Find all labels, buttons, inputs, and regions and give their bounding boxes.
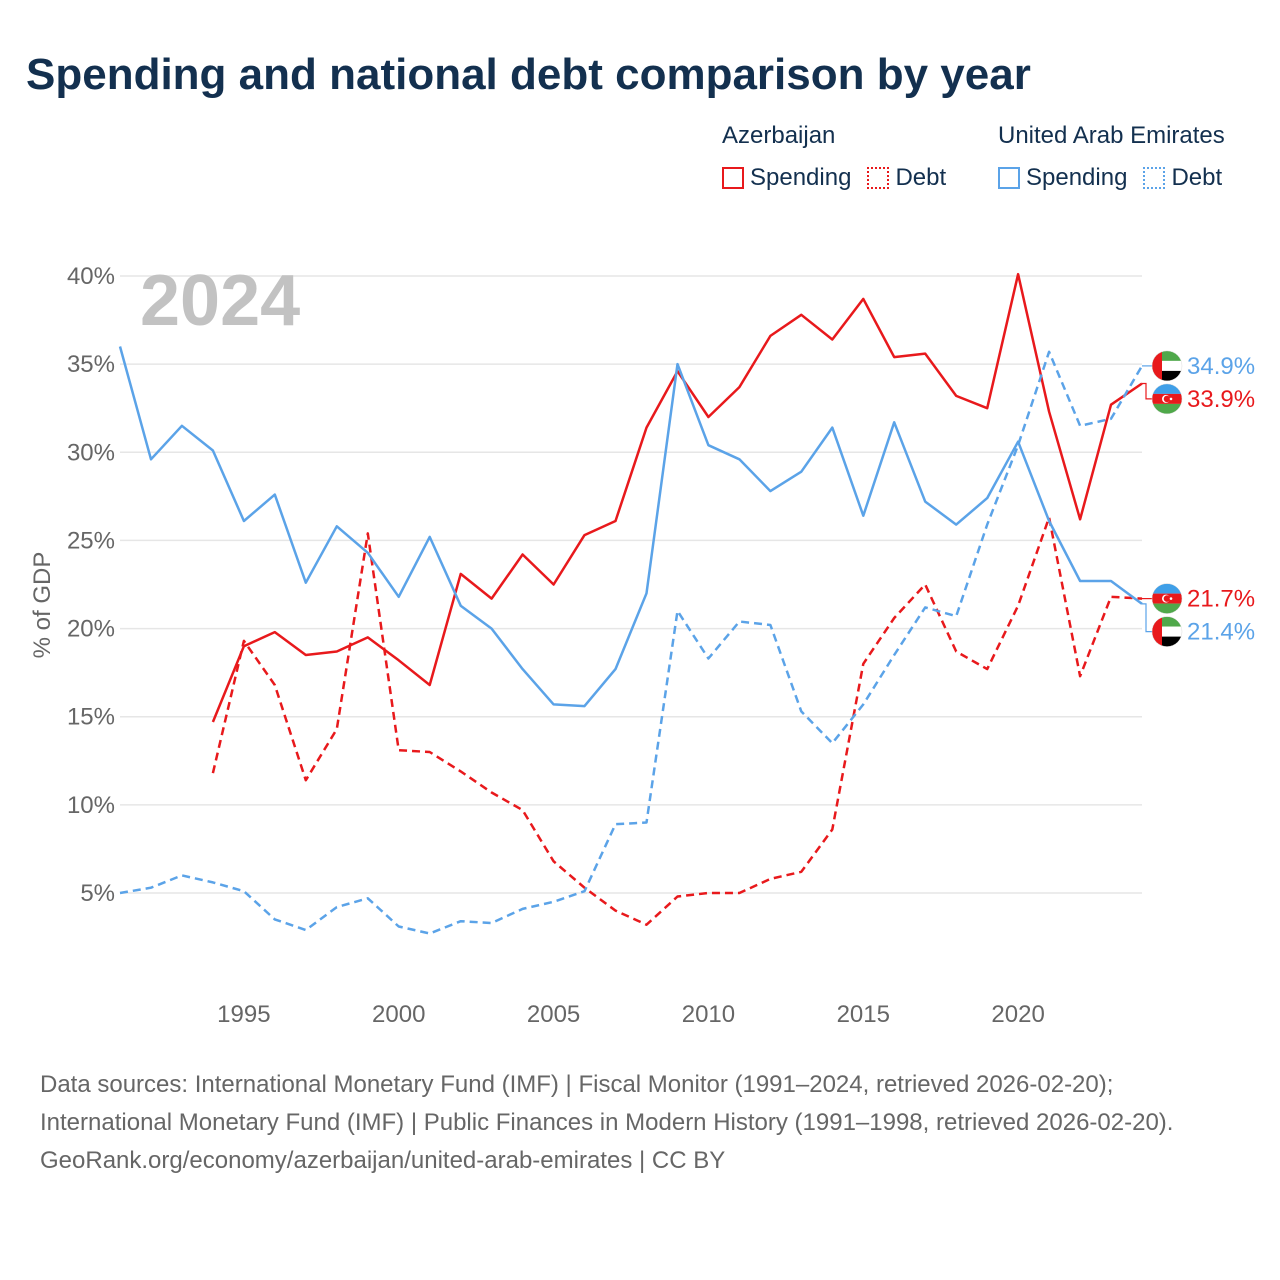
legend-group-title: Azerbaijan (722, 122, 836, 149)
series-line-azerbaijan-spending (211, 272, 1143, 723)
x-tick-label: 1995 (217, 1001, 270, 1028)
end-label-connector (1142, 603, 1152, 633)
y-tick-label: 10% (67, 792, 115, 819)
legend-group-title: United Arab Emirates (998, 122, 1225, 149)
end-value-label: 21.7% (1187, 586, 1255, 613)
azerbaijan-flag-icon (1151, 383, 1183, 415)
series-line-united-arab-emirates-debt (119, 350, 1144, 935)
end-label-connector (1142, 382, 1152, 400)
legend-swatch-dotted (867, 167, 890, 189)
legend-entry-uae-debt[interactable]: Debt (1143, 164, 1222, 192)
legend-entry-label: Debt (1171, 164, 1223, 191)
chart-title: Spending and national debt comparison by… (26, 50, 1031, 99)
x-tick-label: 2015 (837, 1001, 890, 1028)
legend-swatch-solid (722, 167, 744, 189)
legend-swatch-dotted (1143, 167, 1166, 189)
legend-entry-label: Debt (895, 164, 947, 191)
end-value-label: 34.9% (1187, 353, 1255, 380)
uae-flag-icon (1151, 616, 1183, 647)
series-line-united-arab-emirates-spending (118, 346, 1143, 708)
legend-entry-uae-spending[interactable]: Spending (998, 164, 1127, 192)
y-tick-label: 20% (67, 616, 115, 643)
y-tick-label: 35% (67, 351, 115, 378)
x-tick-label: 2020 (991, 1001, 1044, 1028)
y-tick-label: 15% (67, 704, 115, 731)
end-value-label: 21.4% (1187, 619, 1255, 646)
footer: Data sources: International Monetary Fun… (40, 1066, 1240, 1180)
year-watermark: 2024 (140, 261, 300, 341)
y-tick-label: 30% (67, 439, 115, 466)
legend-entry-azerbaijan-debt[interactable]: Debt (867, 164, 946, 192)
x-tick-label: 2000 (372, 1001, 425, 1028)
azerbaijan-flag-icon (1151, 583, 1183, 614)
data-sources: Data sources: International Monetary Fun… (40, 1071, 1174, 1136)
x-tick-label: 2010 (682, 1001, 735, 1028)
y-tick-label: 40% (67, 263, 115, 290)
legend-entry-label: Spending (1026, 164, 1128, 191)
legend-swatch-solid (998, 167, 1020, 189)
y-tick-label: 5% (80, 880, 115, 907)
y-tick-label: 25% (67, 527, 115, 554)
legend-entry-azerbaijan-spending[interactable]: Spending (722, 164, 851, 192)
line-chart: 5% 10% 15% 20% 25% 30% 35% 40% 1995 2000 2005 2010 2… (29, 261, 1255, 1028)
end-value-label: 33.9% (1187, 386, 1255, 413)
legend-uae: United Arab Emirates Spending Debt (998, 122, 1225, 192)
y-axis-label: % of GDP (29, 552, 56, 659)
x-tick-label: 2005 (527, 1001, 580, 1028)
legend-entry-label: Spending (750, 164, 852, 191)
uae-flag-icon (1151, 350, 1183, 382)
credit-link[interactable]: GeoRank.org/economy/azerbaijan/united-ar… (40, 1147, 726, 1174)
series-line-azerbaijan-debt (211, 516, 1143, 926)
legend-azerbaijan: Azerbaijan Spending Debt (722, 122, 946, 192)
